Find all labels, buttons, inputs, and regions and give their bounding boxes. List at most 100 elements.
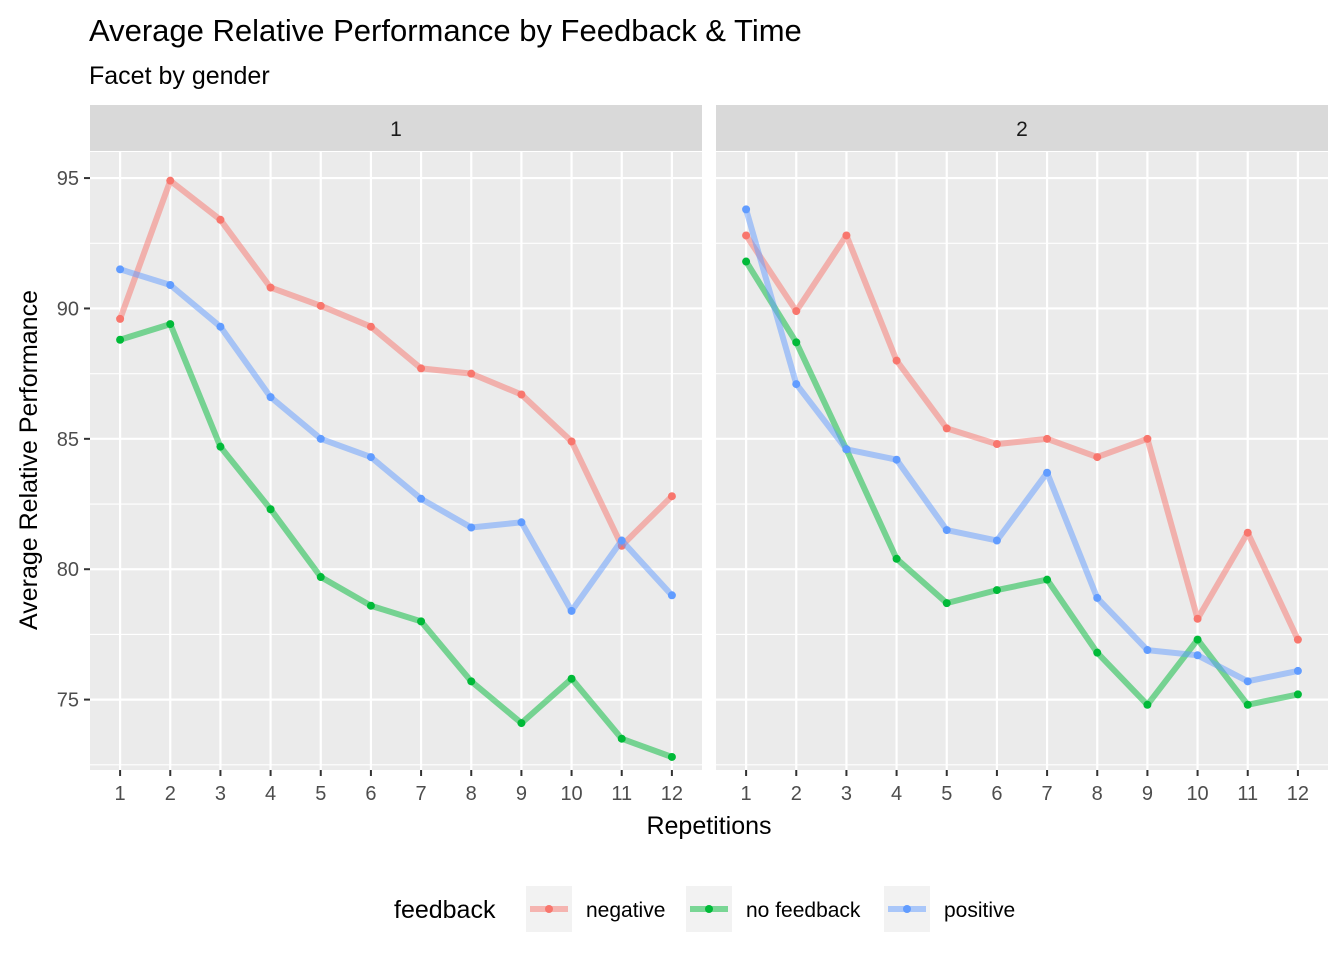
- data-point-no-feedback: [1243, 700, 1252, 709]
- data-point-negative: [1143, 434, 1152, 443]
- x-tick-label: 2: [791, 783, 802, 805]
- x-tick-label: 10: [560, 783, 582, 805]
- facet-strip-label-2: 2: [1016, 118, 1028, 141]
- data-point-positive: [166, 280, 175, 289]
- x-tick-label: 4: [891, 783, 902, 805]
- data-point-no-feedback: [316, 573, 325, 582]
- data-point-positive: [266, 393, 275, 402]
- data-point-no-feedback: [517, 719, 526, 728]
- data-point-positive: [892, 455, 901, 464]
- data-point-no-feedback: [617, 734, 626, 743]
- x-tick-label: 6: [991, 783, 1002, 805]
- data-point-negative: [792, 307, 801, 316]
- facet-panel-2: 21 2 3 4 5 6 7 8 9 10 11 12: [716, 105, 1328, 805]
- data-point-no-feedback: [667, 752, 676, 761]
- x-tick-label: 12: [661, 783, 683, 805]
- data-point-negative: [567, 437, 576, 446]
- y-axis-title: Average Relative Performance: [15, 290, 43, 630]
- data-point-no-feedback: [992, 586, 1001, 595]
- data-point-no-feedback: [1143, 700, 1152, 709]
- x-tick-label: 11: [611, 783, 632, 805]
- x-tick-label: 12: [1287, 783, 1309, 805]
- chart-title: Average Relative Performance by Feedback…: [89, 13, 802, 48]
- data-point-negative: [1243, 528, 1252, 537]
- x-axis-title: Repetitions: [646, 812, 771, 840]
- data-point-negative: [417, 364, 426, 373]
- y-tick-label: 95: [57, 168, 79, 190]
- x-tick-label: 7: [1042, 783, 1053, 805]
- legend-label: positive: [944, 899, 1015, 922]
- data-point-positive: [1093, 593, 1102, 602]
- data-point-no-feedback: [366, 601, 375, 610]
- data-point-positive: [467, 523, 476, 532]
- facet-strip-2: [716, 105, 1328, 151]
- data-point-positive: [1143, 646, 1152, 655]
- data-point-positive: [942, 526, 951, 535]
- legend-title: feedback: [394, 896, 496, 924]
- data-point-no-feedback: [266, 505, 275, 514]
- x-tick-label: 1: [115, 783, 126, 805]
- panel-background-1: [90, 152, 702, 770]
- data-point-no-feedback: [1043, 575, 1052, 584]
- data-point-positive: [567, 606, 576, 615]
- series-line-no-feedback: [743, 259, 1299, 708]
- data-point-negative: [1193, 614, 1202, 623]
- data-point-no-feedback: [116, 335, 125, 344]
- legend-item-positive: positive: [884, 886, 1015, 932]
- data-point-positive: [742, 205, 751, 214]
- data-point-no-feedback: [742, 257, 751, 266]
- y-tick-label: 75: [57, 690, 79, 712]
- data-point-positive: [216, 322, 225, 331]
- x-tick-label: 11: [1237, 783, 1258, 805]
- data-point-negative: [266, 283, 275, 292]
- data-point-no-feedback: [567, 674, 576, 683]
- data-point-negative: [892, 356, 901, 365]
- x-tick-label: 3: [841, 783, 852, 805]
- data-point-negative: [942, 424, 951, 433]
- y-tick-label: 85: [57, 429, 79, 451]
- data-point-no-feedback: [1093, 648, 1102, 657]
- series-line-positive: [743, 208, 1299, 685]
- y-tick-label: 80: [57, 559, 79, 581]
- data-point-no-feedback: [467, 677, 476, 686]
- legend-label: no feedback: [746, 899, 861, 922]
- data-point-no-feedback: [216, 442, 225, 451]
- data-point-positive: [617, 536, 626, 545]
- data-point-negative: [842, 231, 851, 240]
- series-line-positive: [119, 266, 675, 614]
- data-point-negative: [366, 322, 375, 331]
- data-point-negative: [216, 215, 225, 224]
- data-point-positive: [1293, 666, 1302, 675]
- data-point-positive: [1043, 468, 1052, 477]
- x-tick-label: 8: [1092, 783, 1103, 805]
- data-point-negative: [742, 231, 751, 240]
- data-point-negative: [467, 369, 476, 378]
- data-point-positive: [366, 453, 375, 462]
- x-tick-label: 4: [265, 783, 276, 805]
- data-point-positive: [1193, 651, 1202, 660]
- x-tick-label: 3: [215, 783, 226, 805]
- data-point-no-feedback: [892, 554, 901, 563]
- data-point-positive: [842, 445, 851, 454]
- legend: feedback negative no feedback positive: [394, 886, 1015, 932]
- data-point-negative: [166, 176, 175, 185]
- data-point-no-feedback: [792, 338, 801, 347]
- data-point-positive: [792, 380, 801, 389]
- data-point-no-feedback: [166, 320, 175, 329]
- legend-item-no-feedback: no feedback: [686, 886, 861, 932]
- data-point-positive: [517, 518, 526, 527]
- data-point-no-feedback: [1193, 635, 1202, 644]
- data-point-positive: [316, 434, 325, 443]
- facet-strip-label-1: 1: [390, 118, 402, 141]
- legend-key-point: [545, 905, 553, 913]
- x-tick-label: 9: [516, 783, 527, 805]
- data-point-negative: [316, 301, 325, 310]
- data-point-negative: [1093, 453, 1102, 462]
- x-tick-label: 7: [416, 783, 427, 805]
- data-point-negative: [517, 390, 526, 399]
- data-point-positive: [116, 265, 125, 274]
- legend-item-negative: negative: [526, 886, 665, 932]
